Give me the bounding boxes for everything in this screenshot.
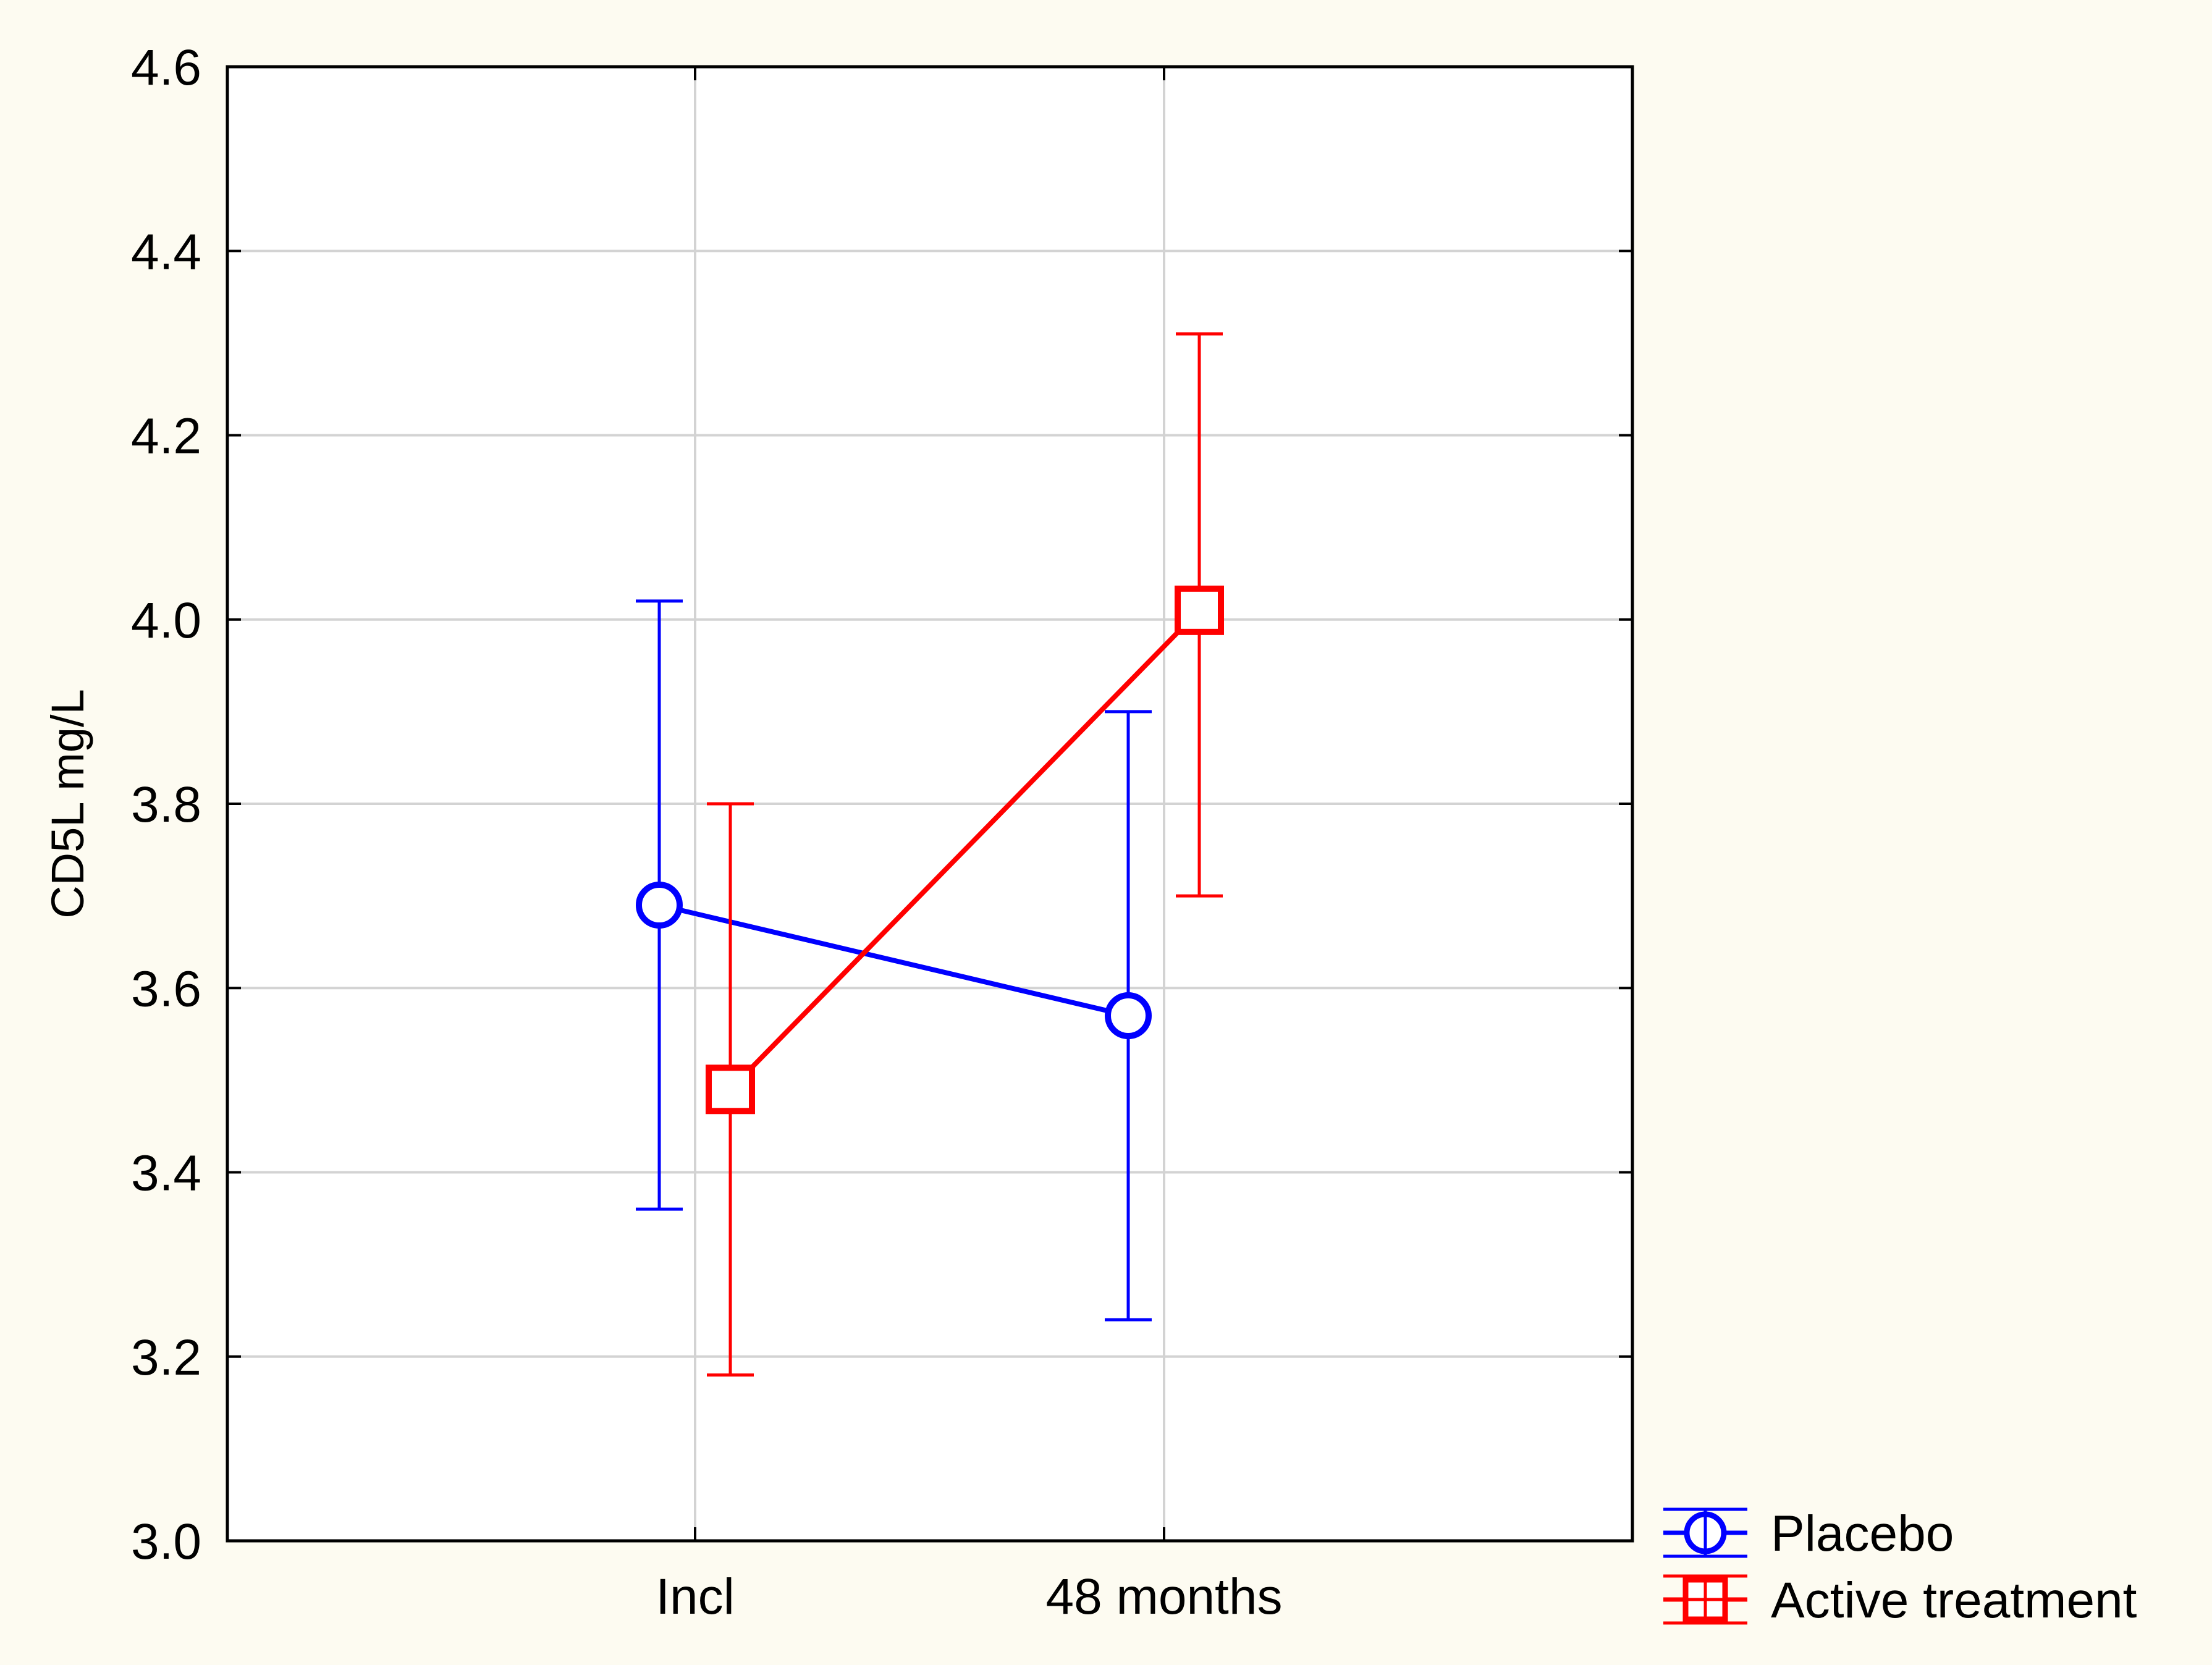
- gridlines: [227, 67, 1632, 1541]
- legend-label: Active treatment: [1771, 1572, 2137, 1629]
- series-line: [728, 609, 1201, 1092]
- data-point-circle: [636, 882, 683, 929]
- data-point-circle: [1105, 992, 1152, 1039]
- legend-item-active-treatment: Active treatment: [1663, 1572, 2137, 1629]
- y-axis-title: CD5L mg/L: [42, 689, 93, 919]
- data-series: [636, 332, 1224, 1377]
- series-active-treatment: [706, 332, 1224, 1377]
- y-tick-label: 4.6: [131, 40, 201, 96]
- y-tick-label: 4.0: [131, 592, 201, 649]
- y-tick-label: 4.4: [131, 224, 201, 280]
- x-tick-label: Incl: [656, 1569, 735, 1625]
- y-tick-label: 3.8: [131, 777, 201, 833]
- legend: Placebo Active treatment: [1663, 1506, 2137, 1629]
- y-tick-label: 3.0: [131, 1514, 201, 1570]
- x-axis-ticks: Incl 48 months: [656, 67, 1282, 1625]
- data-point-square: [706, 1064, 755, 1115]
- legend-label: Placebo: [1771, 1506, 1954, 1562]
- y-tick-label: 3.4: [131, 1145, 201, 1202]
- y-tick-label: 3.2: [131, 1330, 201, 1386]
- plot-frame: [226, 65, 1634, 1543]
- y-tick-label: 4.2: [131, 408, 201, 465]
- y-axis-ticks: 3.0 3.2 3.4 3.6 3.8 4.0 4.2 4.4 4.6: [131, 40, 1632, 1570]
- data-point-square: [1175, 585, 1224, 635]
- series-placebo: [636, 599, 1152, 1321]
- y-tick-label: 3.6: [131, 961, 201, 1017]
- x-tick-label: 48 months: [1046, 1569, 1283, 1625]
- legend-item-placebo: Placebo: [1663, 1506, 1954, 1562]
- series-line: [659, 903, 1129, 1018]
